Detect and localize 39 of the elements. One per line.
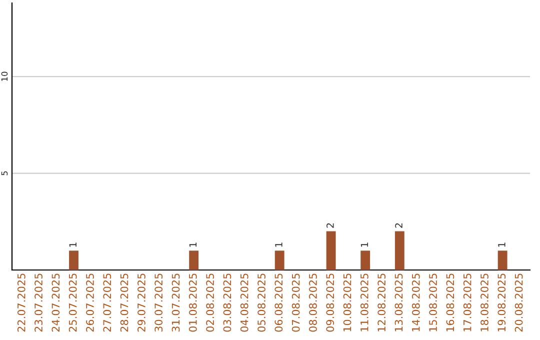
x-tick-label: 04.08.2025 <box>240 274 248 332</box>
x-tick-label: 19.08.2025 <box>498 274 506 332</box>
y-tick-label: 10 <box>1 72 8 81</box>
y-tick-label: 5 <box>1 171 8 176</box>
x-tick-label: 22.07.2025 <box>17 274 26 332</box>
x-tick-label: 23.07.2025 <box>34 274 42 332</box>
x-tick-label: 29.07.2025 <box>138 274 146 332</box>
data-label: 2 <box>326 223 334 228</box>
x-tick-label: 01.08.2025 <box>188 274 197 332</box>
data-label: 1 <box>69 242 76 247</box>
data-label: 1 <box>275 242 282 247</box>
x-tick-label: 28.07.2025 <box>120 274 128 332</box>
x-tick-label: 30.07.2025 <box>154 274 163 332</box>
x-tick-label: 25.07.2025 <box>68 274 77 332</box>
x-tick-label: 05.08.2025 <box>258 274 266 332</box>
data-label: 1 <box>189 242 196 247</box>
x-tick-label: 11.08.2025 <box>360 274 368 332</box>
x-tick-label: 18.08.2025 <box>480 274 488 332</box>
x-tick-label: 02.08.2025 <box>206 274 214 332</box>
x-tick-label: 15.08.2025 <box>429 274 437 332</box>
x-tick-label: 20.08.2025 <box>514 274 523 332</box>
x-tick-label: 13.08.2025 <box>394 274 403 332</box>
x-tick-label: 24.07.2025 <box>52 274 60 332</box>
x-tick-label: 09.08.2025 <box>326 274 334 332</box>
x-tick-label: 26.07.2025 <box>86 274 94 332</box>
x-tick-label: 08.08.2025 <box>309 274 317 332</box>
x-tick-label: 12.08.2025 <box>378 274 386 332</box>
x-tick-label: 10.08.2025 <box>343 274 352 332</box>
x-tick-label: 07.08.2025 <box>292 274 300 332</box>
x-tick-label: 14.08.2025 <box>412 274 420 332</box>
x-tick-label: 16.08.2025 <box>446 274 454 332</box>
data-label: 1 <box>498 242 506 247</box>
x-tick-label: 06.08.2025 <box>274 274 283 332</box>
data-label: 2 <box>395 223 402 228</box>
data-label: 1 <box>360 242 368 247</box>
x-tick-label: 27.07.2025 <box>103 274 112 332</box>
x-tick-label: 03.08.2025 <box>223 274 232 332</box>
x-tick-label: 17.08.2025 <box>463 274 472 332</box>
x-tick-label: 31.07.2025 <box>172 274 180 332</box>
